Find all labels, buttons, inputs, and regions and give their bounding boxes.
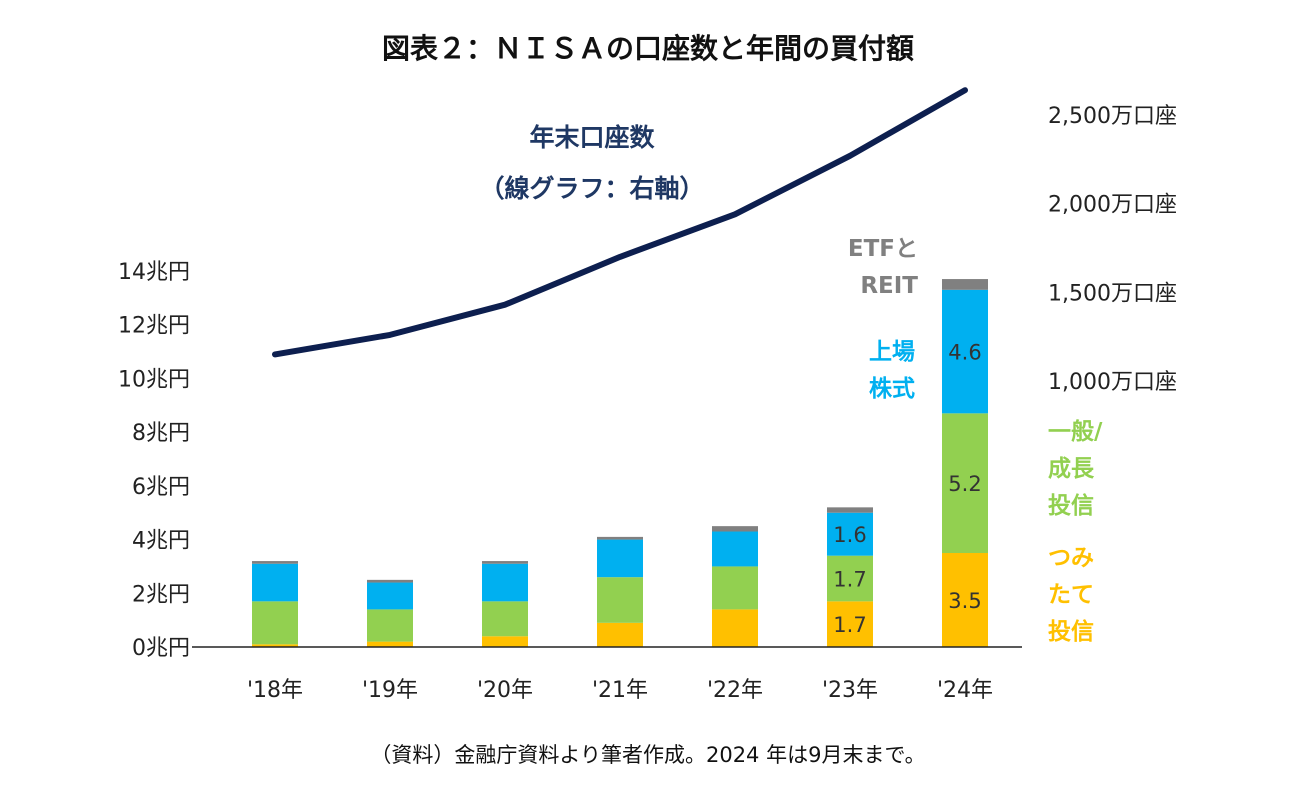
data-label: 1.7: [833, 613, 866, 637]
legend-tsumitate: 投信: [1048, 618, 1094, 645]
left-tick-label: 0兆円: [132, 636, 190, 661]
data-label: 4.6: [948, 341, 981, 365]
bar-segment: [482, 563, 528, 602]
bar-segment: [482, 561, 528, 564]
legend-etf: ETFと: [848, 236, 918, 262]
x-tick-label: '18年: [247, 678, 303, 703]
bar-segment: [827, 555, 873, 602]
data-label: 5.2: [948, 472, 981, 496]
data-label: 1.7: [833, 568, 866, 592]
left-tick-label: 8兆円: [132, 421, 190, 446]
bar-segment: [367, 579, 413, 583]
bar-segment: [597, 539, 643, 578]
bar-segment: [252, 644, 298, 647]
bar-segment: [942, 413, 988, 553]
right-axis: 1,000万口座 1,500万口座 2,000万口座 2,500万口座: [1048, 104, 1177, 395]
left-tick-label: 2兆円: [132, 582, 190, 607]
stacked-bars: [252, 279, 988, 647]
left-axis: 0兆円 2兆円 4兆円 6兆円 8兆円 10兆円 12兆円 14兆円: [118, 260, 190, 661]
bar-data-labels: 1.7 1.7 1.6 3.5 5.2 4.6: [833, 341, 981, 638]
x-tick-label: '21年: [592, 678, 648, 703]
account-line: [272, 87, 968, 358]
bar-segment: [597, 622, 643, 647]
legend-general: 投信: [1048, 492, 1094, 519]
line-label-subtitle: （線グラフ：右軸）: [479, 174, 704, 203]
x-tick-label: '22年: [707, 678, 763, 703]
right-tick-label: 2,000万口座: [1048, 193, 1177, 218]
bar-segment: [827, 601, 873, 647]
bar-segment: [827, 507, 873, 513]
source-note: （資料）金融庁資料より筆者作成。2024 年は9月末まで。: [370, 743, 925, 767]
bar-segment: [827, 512, 873, 556]
bar-segment: [712, 609, 758, 647]
bar-segment: [367, 641, 413, 647]
bar-segment: [252, 563, 298, 602]
left-tick-label: 14兆円: [118, 260, 190, 285]
left-tick-label: 6兆円: [132, 475, 190, 500]
bar-segment: [252, 601, 298, 645]
bar-segment: [942, 553, 988, 647]
bar-segment: [942, 279, 988, 290]
legend-stocks: 上場: [869, 339, 915, 365]
chart-title: 図表２：ＮＩＳＡの口座数と年間の買付額: [382, 32, 914, 65]
left-tick-label: 4兆円: [132, 529, 190, 554]
x-tick-label: '20年: [477, 678, 533, 703]
bar-segment: [482, 636, 528, 647]
bar-segment: [367, 582, 413, 610]
x-tick-label: '19年: [362, 678, 418, 703]
legend-stocks: 株式: [869, 376, 915, 402]
left-tick-label: 10兆円: [118, 367, 190, 392]
bar-segment: [252, 561, 298, 564]
legend-etf: REIT: [860, 273, 918, 299]
bar-segment: [712, 526, 758, 532]
bar-segment: [712, 566, 758, 610]
x-tick-label: '24年: [937, 678, 993, 703]
bar-segment: [597, 577, 643, 623]
right-tick-label: 1,500万口座: [1048, 281, 1177, 306]
legend-tsumitate: つみ: [1048, 545, 1094, 571]
account-line-path: [272, 87, 968, 358]
data-label: 1.6: [833, 523, 866, 547]
bar-segment: [482, 601, 528, 637]
line-label-title: 年末口座数: [529, 123, 655, 152]
bar-segment: [367, 609, 413, 642]
left-tick-label: 12兆円: [118, 314, 190, 339]
bar-segment: [712, 531, 758, 567]
x-axis-labels: '18年 '19年 '20年 '21年 '22年 '23年 '24年: [247, 678, 993, 703]
data-label: 3.5: [948, 589, 981, 613]
legend-general: 一般/: [1048, 418, 1103, 445]
legend-general: 成長: [1048, 456, 1095, 482]
right-tick-label: 1,000万口座: [1048, 370, 1177, 395]
x-tick-label: '23年: [822, 678, 878, 703]
right-tick-label: 2,500万口座: [1048, 104, 1177, 129]
bar-segment: [597, 536, 643, 540]
legend-tsumitate: たて: [1048, 582, 1094, 608]
bar-segment: [942, 289, 988, 414]
